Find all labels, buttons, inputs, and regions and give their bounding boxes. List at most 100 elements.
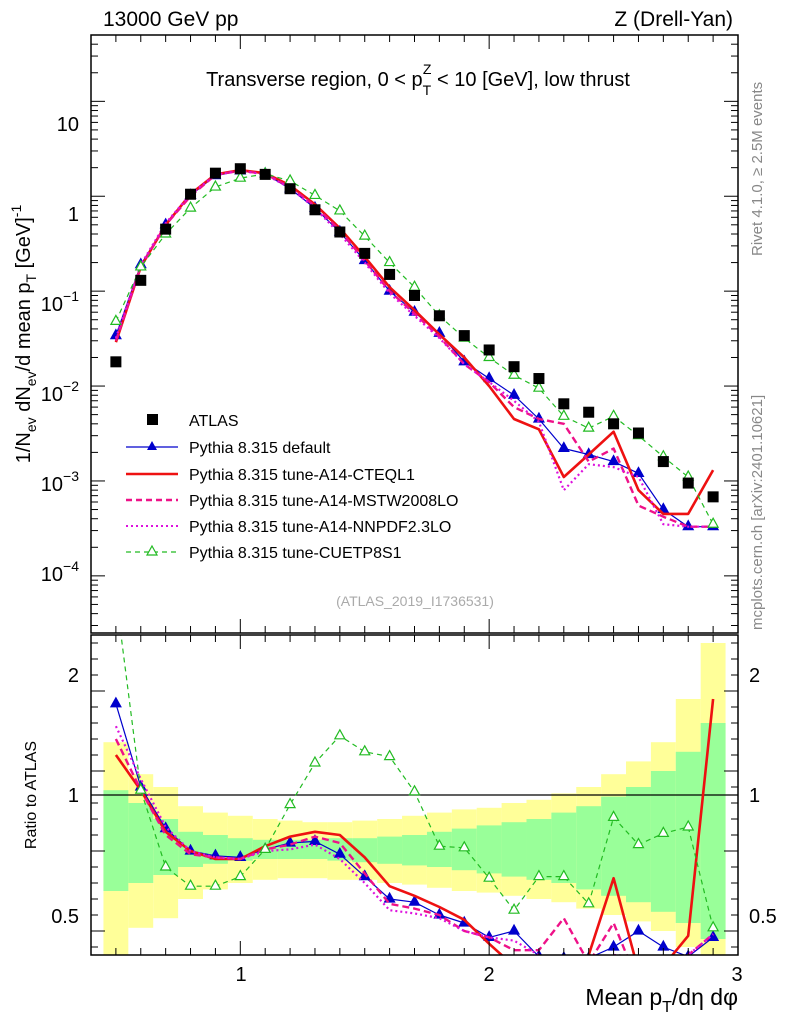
ratio-uncertainty-bands: [103, 643, 726, 955]
ratio-marker-cuetp8s1-3: [184, 878, 197, 890]
band-green-16: [501, 822, 527, 877]
main-point-atlas-13: [433, 310, 445, 322]
ratio-marker-cuetp8s1-5: [234, 869, 247, 881]
main-marker-cuetp8s1-20: [607, 409, 620, 420]
ytick-label-0p001: 10−3: [41, 468, 79, 496]
legend-marker-default: [147, 441, 157, 450]
main-marker-cuetp8s1-3: [184, 200, 197, 212]
ytick-label-1: 1: [68, 204, 79, 226]
ratio-marker-cuetp8s1-1: [134, 782, 147, 794]
legend-label-atlas: ATLAS: [189, 413, 239, 430]
ratio-marker-cuetp8s1-16: [508, 902, 521, 914]
legend-label-cuetp8s1: Pythia 8.315 tune-CUETP8S1: [189, 545, 402, 562]
main-point-atlas-5: [234, 163, 246, 175]
main-marker-cuetp8s1-8: [308, 188, 321, 200]
legend-entry-mstw: Pythia 8.315 tune-A14-MSTW2008LO: [126, 493, 458, 510]
main-marker-cuetp8s1-0: [109, 314, 122, 325]
main-marker-default-21: [632, 466, 645, 478]
band-green-0: [103, 790, 129, 891]
main-point-atlas-11: [384, 268, 396, 280]
ratio-ylabel: Ratio to ATLAS: [23, 741, 40, 849]
legend-entry-atlas: ATLAS: [147, 413, 239, 430]
ytick-label-0p0001: 10−4: [41, 558, 79, 586]
ratio-marker-cuetp8s1-4: [209, 878, 222, 890]
ratio-marker-cuetp8s1-7: [284, 797, 297, 809]
main-point-atlas-0: [110, 356, 122, 368]
main-point-atlas-17: [533, 373, 545, 385]
band-green-19: [576, 806, 602, 890]
main-point-atlas-16: [508, 361, 520, 373]
legend-marker-cuetp8s1: [145, 544, 159, 556]
ratio-marker-cuetp8s1-9: [333, 728, 346, 740]
legend-label-default: Pythia 8.315 default: [189, 440, 331, 457]
ratio-marker-cuetp8s1-24: [707, 920, 720, 932]
plot-title: Transverse region, 0 < pT Z < 10 [GeV], …: [206, 61, 630, 98]
main-point-atlas-8: [309, 204, 321, 216]
main-frame: [90, 34, 739, 634]
xlabel: Mean pT/dη dφ: [585, 984, 738, 1016]
ratio-line-mstw: [114, 738, 714, 955]
ratio-marker-default-21: [632, 923, 645, 935]
legend-entry-cteql1: Pythia 8.315 tune-A14-CTEQL1: [126, 467, 415, 484]
ratio-marker-cuetp8s1-21: [632, 837, 645, 849]
ratio-ytick-label-2-right: 2: [749, 665, 760, 687]
band-green-12: [402, 835, 427, 866]
main-marker-cuetp8s1-5: [234, 170, 247, 182]
legend-marker-atlas: [147, 414, 158, 425]
header-right: Z (Drell-Yan): [614, 8, 733, 31]
main-marker-cuetp8s1-9: [333, 203, 346, 215]
legend-entry-default: Pythia 8.315 default: [126, 440, 331, 457]
band-green-15: [476, 825, 502, 874]
ratio-marker-cuetp8s1-12: [408, 784, 421, 796]
ratio-marker-cuetp8s1-6: [259, 842, 272, 853]
xtick-label-3: 3: [731, 964, 742, 986]
ytick-label-10: 10: [57, 114, 79, 136]
main-point-atlas-10: [359, 247, 371, 259]
main-marker-cuetp8s1-15: [483, 350, 496, 362]
band-green-1: [128, 803, 154, 883]
main-ylabel: 1/Nev dNev/d mean pT [GeV]-1: [8, 205, 39, 464]
main-marker-cuetp8s1-4: [209, 179, 222, 191]
ratio-ytick-label-0p5: 0.5: [51, 906, 79, 928]
ratio-marker-cuetp8s1-10: [358, 744, 371, 756]
main-point-atlas-19: [583, 406, 595, 418]
main-point-atlas-23: [682, 477, 694, 489]
ratio-marker-cuetp8s1-22: [657, 826, 670, 837]
legend-entry-nnpdf: Pythia 8.315 tune-A14-NNPDF2.3LO: [126, 519, 451, 536]
ratio-marker-cuetp8s1-13: [433, 838, 446, 850]
ratio-ytick-label-2: 2: [68, 665, 79, 687]
ratio-ytick-label-0p5-right: 0.5: [749, 906, 777, 928]
main-marker-cuetp8s1-18: [557, 409, 570, 420]
ratio-frame: [90, 634, 739, 956]
main-series-group: [109, 163, 720, 531]
legend-label-nnpdf: Pythia 8.315 tune-A14-NNPDF2.3LO: [189, 519, 451, 536]
main-point-atlas-21: [632, 427, 644, 439]
ratio-marker-cuetp8s1-11: [383, 749, 396, 761]
main-point-atlas-18: [558, 398, 570, 410]
band-green-11: [377, 836, 403, 864]
main-marker-cuetp8s1-10: [358, 228, 371, 240]
ratio-marker-cuetp8s1-17: [532, 869, 545, 881]
ratio-marker-default-16: [508, 923, 521, 935]
main-marker-cuetp8s1-24: [707, 516, 720, 528]
main-marker-cuetp8s1-17: [532, 380, 545, 392]
main-point-atlas-9: [334, 226, 346, 238]
rivet-label: Rivet 4.1.0, ≥ 2.5M events: [749, 82, 766, 256]
main-marker-default-16: [508, 388, 521, 399]
analysis-watermark: (ATLAS_2019_I1736531): [336, 593, 494, 609]
main-point-atlas-2: [160, 223, 172, 235]
ratio-ytick-label-1: 1: [68, 785, 79, 807]
main-point-atlas-4: [209, 167, 221, 179]
ratio-marker-default-9: [333, 846, 346, 858]
main-point-atlas-7: [284, 183, 296, 195]
header-left: 13000 GeV pp: [103, 8, 238, 31]
ratio-marker-default-12: [408, 894, 421, 906]
main-marker-default-18: [557, 441, 570, 453]
main-point-atlas-20: [608, 418, 620, 430]
ratio-marker-cuetp8s1-14: [458, 840, 471, 852]
ratio-marker-cuetp8s1-15: [483, 870, 496, 882]
main-marker-cuetp8s1-1: [134, 259, 147, 271]
ratio-marker-cuetp8s1-20: [607, 810, 620, 821]
main-marker-cuetp8s1-11: [383, 255, 396, 267]
